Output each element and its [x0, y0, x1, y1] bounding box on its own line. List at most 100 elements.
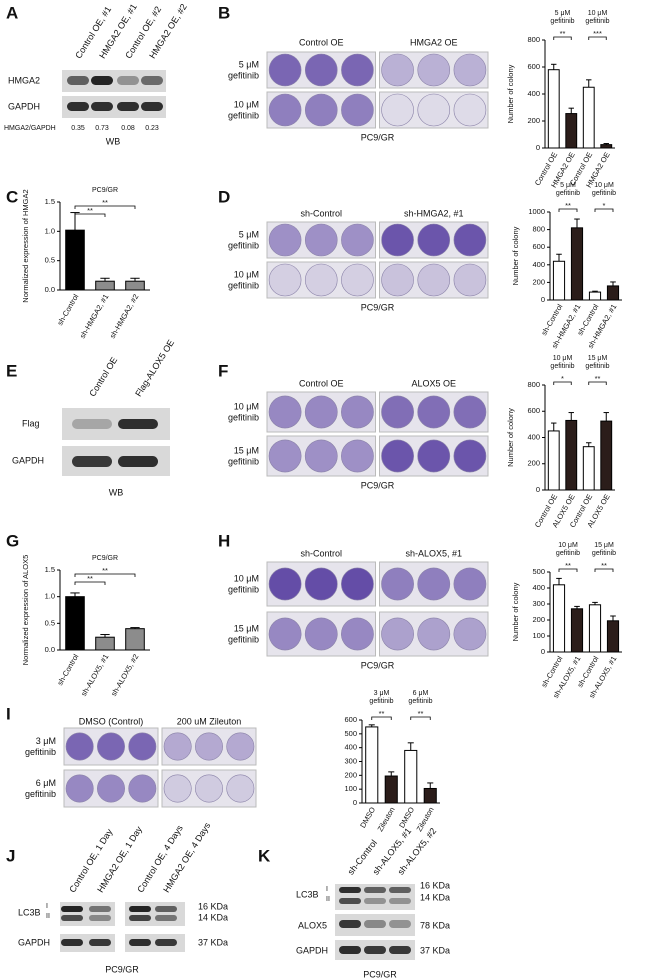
colony-well [163, 732, 192, 761]
significance-bracket [74, 213, 106, 217]
colony-well [65, 732, 94, 761]
bar [95, 280, 115, 291]
blot-footer: WB [109, 487, 124, 497]
significance-label: ** [102, 198, 108, 207]
colony-well [226, 774, 255, 803]
colony-well [304, 439, 338, 473]
blot-footer: PC9/GR [105, 964, 139, 974]
bracket-group-label: gefitinib [369, 698, 393, 705]
colony-well [381, 263, 414, 297]
bracket-group-label: gefitinib [550, 363, 574, 370]
significance-bracket [558, 568, 578, 572]
colony-well [341, 439, 374, 473]
plate-group-label: sh-HMGA2, #1 [404, 208, 464, 218]
plate-tray [266, 261, 376, 299]
blot-band [155, 915, 177, 921]
colony-well [304, 395, 338, 429]
colony-well [417, 263, 451, 297]
x-tick-label: sh-HMGA2, #1 [78, 292, 111, 339]
colony-well [381, 617, 414, 651]
significance-bracket [371, 716, 392, 720]
colony-well [341, 567, 374, 601]
colony-well [268, 395, 302, 429]
colony-well [341, 53, 374, 87]
y-tick-label: 400 [527, 89, 540, 98]
row-label: gefitinib [228, 280, 259, 290]
row-label: 6 μM [36, 778, 56, 788]
blot-band [155, 939, 177, 946]
colony-well [341, 223, 374, 257]
blot-band [61, 915, 83, 921]
row-label: gefitinib [228, 584, 259, 594]
y-tick-label: 0.0 [45, 285, 55, 294]
colony-well [453, 223, 487, 257]
band-label: II [326, 896, 330, 903]
row-label: 15 μM [234, 445, 259, 455]
row-label: GAPDH [296, 945, 328, 955]
colony-well [268, 617, 302, 651]
row-label: GAPDH [12, 455, 44, 465]
bar [570, 608, 584, 653]
bar [547, 430, 560, 491]
row-label: 3 μM [36, 736, 56, 746]
plate-tray [161, 769, 257, 808]
blot-band [129, 906, 151, 912]
significance-bracket [74, 573, 136, 577]
y-axis-title: Normalized expression of HMGA2 [21, 189, 30, 302]
y-axis-title: Number of colony [511, 582, 520, 641]
colony-well [97, 774, 125, 803]
blot-membrane [62, 70, 166, 92]
size-label: 16 KDa [198, 901, 228, 911]
row-label: 10 μM [234, 573, 259, 583]
colony-well [128, 774, 157, 803]
blot-band [155, 906, 177, 912]
bar [65, 229, 85, 291]
blot-band [67, 76, 89, 85]
bracket-group-label: 10 μM [558, 542, 578, 549]
colony-well [195, 774, 223, 803]
row-label: 10 μM [234, 269, 259, 279]
row-label: GAPDH [8, 101, 40, 111]
row-label: 5 μM [239, 59, 259, 69]
colony-well [381, 439, 414, 473]
blot-band [117, 102, 139, 111]
y-tick-label: 200 [532, 615, 545, 624]
plate-tray [379, 261, 489, 299]
blot-band [339, 898, 361, 904]
bar [600, 420, 613, 491]
significance-bracket [594, 208, 614, 212]
panel-letter: H [218, 531, 230, 550]
bracket-group-label: 3 μM [374, 690, 390, 697]
bracket-group-label: gefitinib [585, 18, 609, 25]
blot-band [72, 456, 112, 467]
blot-band [72, 419, 112, 429]
y-axis-title: Normalized expression of ALOX5 [21, 555, 30, 665]
ratio-value: 0.35 [71, 125, 85, 132]
colony-well [195, 732, 223, 761]
panel-letter: A [6, 3, 18, 22]
plate-tray [379, 91, 489, 129]
y-tick-label: 500 [344, 729, 357, 738]
row-label: gefitinib [228, 634, 259, 644]
colony-well [268, 439, 302, 473]
panel-letter: I [6, 704, 11, 723]
bracket-group-label: gefitinib [556, 550, 580, 557]
bracket-group-label: gefitinib [408, 698, 432, 705]
colony-well [128, 732, 157, 761]
row-label: ALOX5 [298, 920, 327, 930]
panel-letter: J [6, 846, 15, 865]
y-tick-label: 1.5 [45, 565, 55, 574]
chart-subtitle: PC9/GR [92, 555, 118, 562]
row-label: gefitinib [228, 70, 259, 80]
x-tick-label: sh-Control [55, 292, 80, 327]
x-tick-label: Zileuton [376, 805, 397, 833]
colony-well [268, 53, 302, 87]
colony-well [417, 439, 451, 473]
blot-band [118, 419, 158, 429]
blot-band [118, 456, 158, 467]
y-tick-label: 300 [532, 599, 545, 608]
y-axis-title: Number of colony [506, 64, 515, 123]
x-tick-label: sh-HMGA2, #2 [108, 292, 141, 339]
significance-bracket [553, 36, 572, 40]
